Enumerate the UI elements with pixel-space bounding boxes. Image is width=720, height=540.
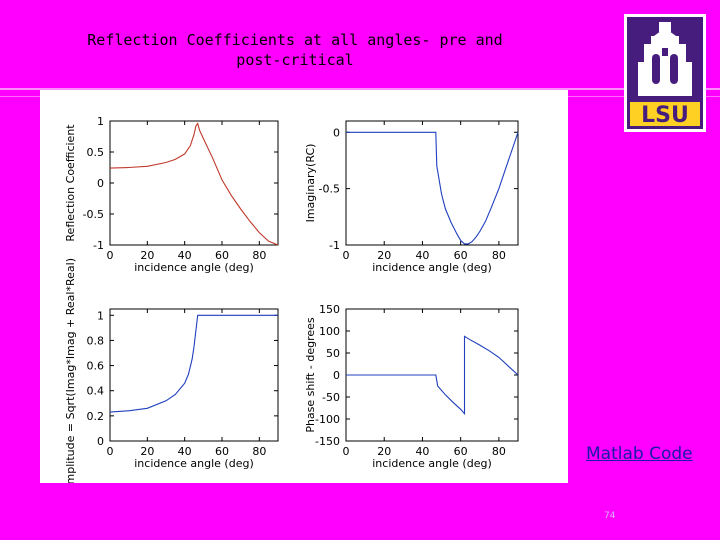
plot-1-xtick-label: 60 [215,249,229,262]
plot-2-xtick-label: 20 [377,249,391,262]
plot-2-xtick-label: 0 [343,249,350,262]
plot-4-xtick-label: 20 [377,445,391,458]
plot-1-series-line [109,122,279,246]
plot-4-ytick-label: 150 [319,303,340,316]
figure-canvas: 0 20 40 60 80 1 0.5 0 -0.5 -1 incidence angle (deg… [64,115,519,483]
plot-2-xlabel: incidence angle (deg) [372,261,492,274]
matlab-figure: 0 20 40 60 80 1 0.5 0 -0.5 -1 incidence angle (deg… [40,90,568,483]
plot-3-ytick-label: 0 [97,435,104,448]
plot-3-xtick-label: 80 [252,445,266,458]
plot-1-xlabel: incidence angle (deg) [134,261,254,274]
plot-4-ytick-label: 0 [333,369,340,382]
plot-4-ytick-label: -100 [315,413,340,426]
plot-1-ytick-label: 1 [97,115,104,128]
plot-3-xtick-label: 20 [140,445,154,458]
plot-4-ytick-label: 100 [319,325,340,338]
plot-1-ytick-label: 0 [97,177,104,190]
plot-4-xtick-label: 0 [343,445,350,458]
slide-title: Reflection Coefficients at all angles- p… [87,31,503,69]
plot-3-ytick-label: 0.6 [87,360,105,373]
plot-1-ytick-label: -1 [93,239,104,252]
plot-3-ylabel: Amplitude = Sqrt(Imag*Imag + Real*Real) [64,258,77,483]
plot-4-xtick-label: 80 [492,445,506,458]
plot-2-ytick-label: 0 [333,126,340,139]
plot-3-ytick-label: 0.8 [87,334,105,347]
plot-1-xtick-label: 20 [140,249,154,262]
plot-3-series-line [109,314,278,413]
plot-4-xtick-label: 60 [454,445,468,458]
lsu-logo: LSU [624,14,706,132]
plot-3-xlabel: incidence angle (deg) [134,457,254,470]
plot-3-ytick-label: 0.2 [87,410,105,423]
plot-1-axes-box [109,120,279,246]
plot-3-ytick-label: 1 [97,309,104,322]
plot-1-ytick-label: -0.5 [83,208,104,221]
plot-2-ytick-label: -1 [329,239,340,252]
plot-3-xtick-label: 40 [178,445,192,458]
plot-4-ytick-label: 50 [326,347,340,360]
plot-1-ytick-label: 0.5 [87,146,105,159]
plot-2-xtick-label: 60 [454,249,468,262]
plot-3-xtick-label: 0 [107,445,114,458]
plot-4-xlabel: incidence angle (deg) [372,457,492,470]
plot-2-axes-box [345,120,519,246]
plot-2-series-line [346,131,519,245]
plot-3-ytick-label: 0.4 [87,385,105,398]
plot-1-xtick-label: 80 [252,249,266,262]
plot-3-axes-box [109,308,279,442]
logo-text: LSU [641,103,689,128]
page-number: 74 [604,511,616,521]
plot-1-xtick-label: 40 [178,249,192,262]
plot-2-xtick-label: 80 [492,249,506,262]
plot-2-ytick-label: -0.5 [319,183,340,196]
matlab-code-link[interactable]: Matlab Code [586,444,693,464]
plot-4-ytick-label: -150 [315,435,340,448]
plot-1-xtick-label: 0 [107,249,114,262]
plot-1-ylabel: Reflection Coefficient [64,124,77,242]
plot-2-ylabel: Imaginary(RC) [304,144,317,223]
header-rule [0,88,720,90]
plot-4-xtick-label: 40 [415,445,429,458]
plot-4-ylabel: Phase shift - degrees [304,317,317,433]
plot-4-series-line [346,335,519,416]
plot-2-xtick-label: 40 [415,249,429,262]
plot-4-ytick-label: -50 [322,391,340,404]
plot-3-xtick-label: 60 [215,445,229,458]
